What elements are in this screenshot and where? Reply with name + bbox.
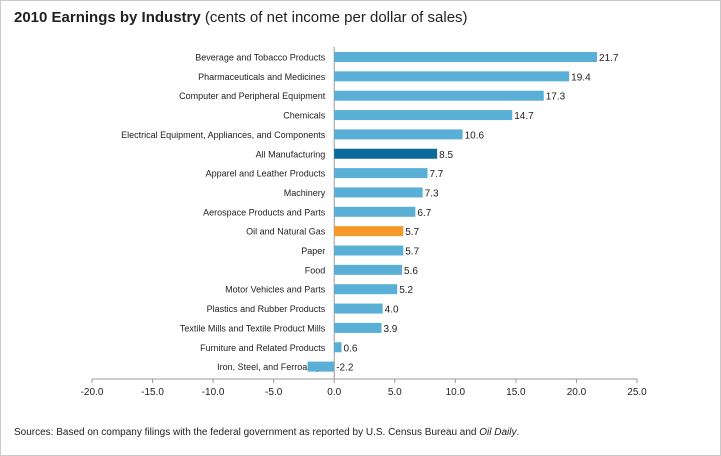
bar	[334, 148, 438, 159]
bar	[334, 322, 382, 333]
category-label: Food	[305, 265, 326, 275]
data-label: 10.6	[465, 130, 485, 141]
category-label: Aerospace Products and Parts	[203, 207, 326, 217]
x-tick-label: 0.0	[327, 387, 341, 398]
data-label: 3.9	[383, 324, 397, 335]
category-label: Pharmaceuticals and Medicines	[198, 72, 326, 82]
x-tick-label: -5.0	[265, 387, 283, 398]
data-label: 4.0	[385, 305, 399, 316]
data-label: 14.7	[514, 111, 534, 122]
data-label: 0.6	[343, 343, 357, 354]
data-label: 17.3	[546, 92, 566, 103]
bar	[307, 361, 335, 372]
category-label: Paper	[301, 246, 325, 256]
x-tick-label: -20.0	[81, 387, 104, 398]
data-label: 8.5	[439, 150, 453, 161]
bar	[334, 129, 463, 140]
category-label: Chemicals	[283, 111, 326, 121]
bar	[334, 264, 403, 275]
bar-chart: Beverage and Tobacco Products 21.7 Pharmac…	[81, 47, 647, 398]
chart-subtitle: (cents of net income per dollar of sales…	[204, 9, 468, 26]
source-italic: Oil Daily	[479, 427, 517, 438]
data-label: 19.4	[571, 72, 591, 83]
bar	[334, 245, 404, 256]
category-label: Beverage and Tobacco Products	[195, 53, 325, 63]
source-note: Sources: Based on company filings with t…	[14, 427, 519, 438]
category-label: Plastics and Rubber Products	[207, 304, 326, 314]
bar	[334, 110, 513, 121]
data-label: 6.7	[417, 208, 431, 219]
data-label: 7.3	[425, 188, 439, 199]
data-label: 7.7	[429, 169, 443, 180]
data-label: -2.2	[336, 363, 354, 374]
data-label: 5.2	[399, 285, 413, 296]
bar	[334, 52, 598, 62]
data-label: 5.6	[404, 266, 418, 277]
bar	[334, 187, 423, 198]
category-label: Iron, Steel, and Ferroalloys	[217, 362, 326, 372]
source-suffix: .	[516, 427, 520, 438]
bar	[334, 71, 570, 82]
x-tick-label: 10.0	[446, 387, 466, 398]
data-label: 5.7	[405, 247, 419, 258]
x-tick-label: 25.0	[627, 387, 647, 398]
chart-title: 2010 Earnings by Industry	[14, 9, 201, 26]
chart-title-line: 2010 Earnings by Industry (cents of net …	[14, 9, 468, 26]
data-label: 21.7	[599, 53, 619, 64]
bar	[334, 342, 342, 353]
category-label: Motor Vehicles and Parts	[225, 285, 326, 295]
bar	[334, 90, 544, 101]
x-tick-label: 15.0	[506, 387, 526, 398]
category-label: All Manufacturing	[256, 149, 326, 159]
category-label: Furniture and Related Products	[200, 343, 326, 353]
category-label: Textile Mills and Textile Product Mills	[180, 323, 326, 333]
bar	[334, 303, 383, 314]
x-tick-label: 5.0	[388, 387, 402, 398]
bar	[334, 168, 428, 179]
category-label: Electrical Equipment, Appliances, and Co…	[121, 130, 326, 140]
bar	[334, 226, 404, 237]
x-tick-label: -15.0	[141, 387, 164, 398]
x-tick-label: 20.0	[567, 387, 587, 398]
source-prefix: Sources: Based on company filings with t…	[14, 427, 480, 438]
category-label: Computer and Peripheral Equipment	[179, 91, 326, 101]
x-tick-label: -10.0	[202, 387, 225, 398]
data-label: 5.7	[405, 227, 419, 238]
category-label: Oil and Natural Gas	[246, 227, 326, 237]
bar	[334, 206, 416, 217]
category-label: Apparel and Leather Products	[206, 169, 326, 179]
bar	[334, 284, 398, 295]
category-label: Machinery	[284, 188, 326, 198]
